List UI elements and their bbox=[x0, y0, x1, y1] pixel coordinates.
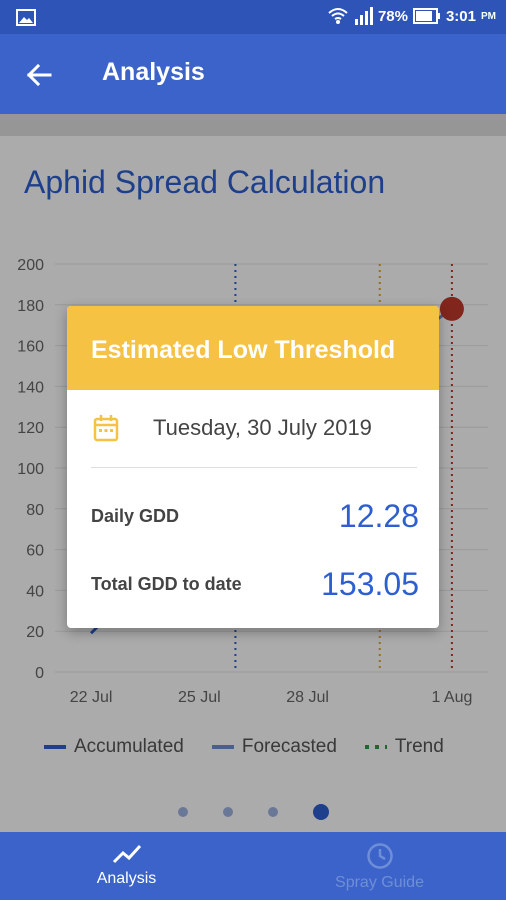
nav-analysis-label: Analysis bbox=[96, 870, 157, 887]
nav-spray-guide[interactable]: Spray Guide bbox=[253, 832, 506, 900]
app-bar: Analysis bbox=[0, 34, 506, 114]
y-tick-label: 140 bbox=[17, 379, 44, 396]
page-dot[interactable] bbox=[177, 807, 188, 817]
bottom-navigation: Analysis Spray Guide bbox=[0, 832, 506, 900]
trending-line-icon bbox=[112, 844, 141, 864]
highlight-point bbox=[439, 296, 464, 321]
legend-label-accumulated: Accumulated bbox=[74, 736, 184, 757]
divider bbox=[0, 114, 506, 136]
dialog-date-row: Tuesday, 30 July 2019 bbox=[93, 414, 423, 442]
signal-icon bbox=[354, 7, 373, 25]
page-indicator[interactable] bbox=[0, 804, 506, 820]
total-gdd-label: Total GDD to date bbox=[91, 574, 242, 594]
daily-gdd-row: Daily GDD 12.28 bbox=[91, 498, 419, 535]
legend-swatch-forecasted bbox=[211, 745, 234, 749]
legend-swatch-trend bbox=[364, 745, 387, 749]
x-tick-label: 1 Aug bbox=[431, 689, 472, 706]
battery-icon bbox=[412, 8, 440, 24]
nav-spray-guide-label: Spray Guide bbox=[335, 874, 424, 891]
daily-gdd-label: Daily GDD bbox=[91, 506, 180, 526]
y-tick-label: 120 bbox=[17, 420, 44, 437]
back-arrow-icon[interactable] bbox=[22, 58, 56, 92]
daily-gdd-value: 12.28 bbox=[338, 498, 419, 534]
dialog-title: Estimated Low Threshold bbox=[67, 306, 439, 390]
clock-icon bbox=[366, 843, 393, 869]
legend-trend: Trend bbox=[364, 736, 444, 758]
card-title: Aphid Spread Calculation bbox=[24, 164, 386, 200]
wifi-icon bbox=[328, 8, 348, 24]
page-dot[interactable] bbox=[267, 807, 278, 817]
calendar-icon bbox=[93, 415, 119, 442]
dialog-date: Tuesday, 30 July 2019 bbox=[153, 415, 372, 440]
y-tick-label: 100 bbox=[17, 461, 44, 478]
threshold-dialog: Estimated Low Threshold Tuesday, 30 July… bbox=[67, 306, 439, 628]
y-tick-label: 160 bbox=[17, 339, 44, 356]
y-tick-label: 20 bbox=[26, 624, 44, 641]
gallery-icon bbox=[16, 9, 36, 26]
y-tick-label: 200 bbox=[17, 257, 44, 274]
battery-percent: 78% bbox=[377, 7, 408, 25]
total-gdd-value: 153.05 bbox=[321, 566, 419, 602]
y-tick-label: 60 bbox=[26, 543, 44, 560]
clock: 3:01 bbox=[445, 7, 476, 25]
y-tick-label: 40 bbox=[26, 583, 44, 600]
legend-label-forecasted: Forecasted bbox=[241, 736, 337, 757]
clock-ampm: PM bbox=[481, 10, 496, 22]
page-dot[interactable] bbox=[312, 804, 329, 820]
x-tick-label: 28 Jul bbox=[286, 689, 329, 706]
nav-analysis[interactable]: Analysis bbox=[0, 832, 253, 900]
y-tick-label: 80 bbox=[26, 502, 44, 519]
y-tick-label: 180 bbox=[17, 298, 44, 315]
page-dot[interactable] bbox=[222, 807, 233, 817]
legend-label-trend: Trend bbox=[394, 736, 444, 757]
y-tick-label: 0 bbox=[35, 665, 44, 682]
dialog-divider bbox=[91, 467, 417, 468]
legend-swatch-accumulated bbox=[44, 745, 66, 749]
chart-legend: Accumulated Forecasted Trend bbox=[44, 736, 444, 758]
legend-forecasted: Forecasted bbox=[211, 736, 337, 758]
total-gdd-row: Total GDD to date 153.05 bbox=[91, 566, 419, 603]
legend-accumulated: Accumulated bbox=[44, 736, 184, 758]
x-tick-label: 22 Jul bbox=[70, 689, 113, 706]
page-title: Analysis bbox=[102, 58, 205, 86]
status-bar: 78% 3:01 PM bbox=[0, 0, 506, 34]
x-tick-label: 25 Jul bbox=[178, 689, 221, 706]
